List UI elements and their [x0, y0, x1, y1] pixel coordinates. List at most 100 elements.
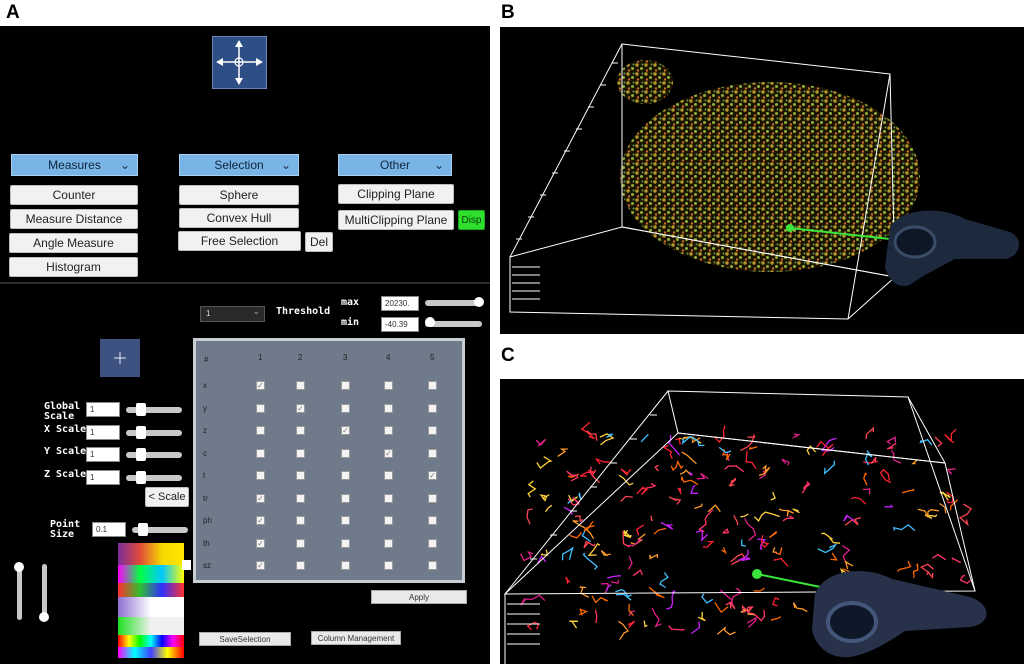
- threshold-max-field[interactable]: 20230.: [381, 296, 419, 311]
- multiclipping-plane-button[interactable]: MultiClipping Plane: [338, 210, 454, 230]
- colormap-palette[interactable]: [118, 543, 184, 658]
- grid-checkbox[interactable]: ✓: [384, 448, 393, 458]
- grid-checkbox[interactable]: [296, 516, 305, 525]
- grid-checkbox[interactable]: [384, 493, 393, 503]
- grid-checkbox[interactable]: [341, 493, 350, 503]
- grid-checkbox[interactable]: ✓: [341, 426, 350, 435]
- grid-checkbox[interactable]: [341, 381, 350, 390]
- z-scale-slider[interactable]: [126, 475, 182, 481]
- grid-checkbox[interactable]: [341, 516, 350, 525]
- colormap-swatch[interactable]: [118, 647, 184, 658]
- grid-checkbox[interactable]: [428, 381, 437, 390]
- grid-checkbox[interactable]: ✓: [256, 538, 265, 548]
- move-gizmo-icon[interactable]: [212, 36, 267, 89]
- grid-checkbox[interactable]: [428, 426, 437, 435]
- center-gizmo-icon[interactable]: [100, 339, 140, 377]
- grid-checkbox[interactable]: [384, 403, 393, 413]
- y-scale-slider-handle[interactable]: [136, 448, 146, 461]
- threshold-min-slider[interactable]: [425, 321, 482, 327]
- panel-b-3d-view[interactable]: [500, 27, 1024, 334]
- selection-dropdown[interactable]: Selection ⌄: [179, 154, 299, 176]
- grid-checkbox[interactable]: ✓: [428, 471, 437, 480]
- column-management-button[interactable]: Column Management: [311, 631, 401, 645]
- apply-scale-button[interactable]: < Scale: [145, 487, 189, 507]
- histogram-button[interactable]: Histogram: [9, 257, 138, 277]
- grid-checkbox[interactable]: [341, 471, 350, 480]
- colormap-swatch[interactable]: [118, 543, 184, 565]
- x-scale-field[interactable]: 1: [86, 425, 120, 440]
- grid-checkbox[interactable]: [296, 381, 305, 390]
- colormap-swatch[interactable]: [118, 583, 184, 597]
- convex-hull-button[interactable]: Convex Hull: [179, 208, 299, 228]
- vertical-slider-right[interactable]: [42, 564, 47, 620]
- global-scale-field[interactable]: 1: [86, 402, 120, 417]
- grid-checkbox[interactable]: [256, 403, 265, 413]
- vertical-slider-left-handle[interactable]: [14, 562, 24, 572]
- grid-checkbox[interactable]: [384, 471, 393, 480]
- grid-checkbox[interactable]: [428, 516, 437, 525]
- grid-checkbox[interactable]: [296, 561, 305, 570]
- angle-measure-button[interactable]: Angle Measure: [9, 233, 138, 253]
- grid-checkbox[interactable]: [256, 471, 265, 480]
- y-scale-slider[interactable]: [126, 452, 182, 458]
- grid-checkbox[interactable]: [296, 426, 305, 435]
- grid-checkbox[interactable]: ✓: [256, 381, 265, 390]
- point-size-field[interactable]: 0.1: [92, 522, 126, 537]
- grid-checkbox[interactable]: [296, 471, 305, 480]
- panel-c-3d-view[interactable]: [500, 379, 1024, 664]
- grid-checkbox[interactable]: ✓: [256, 516, 265, 525]
- grid-checkbox[interactable]: [428, 538, 437, 548]
- vertical-slider-left[interactable]: [17, 564, 22, 620]
- threshold-column-select[interactable]: 1 ⌄: [200, 306, 265, 322]
- grid-checkbox[interactable]: [296, 493, 305, 503]
- grid-checkbox[interactable]: [384, 561, 393, 570]
- measure-distance-button[interactable]: Measure Distance: [10, 209, 138, 229]
- colormap-swatch[interactable]: [118, 597, 184, 617]
- global-scale-slider[interactable]: [126, 407, 182, 413]
- other-dropdown[interactable]: Other ⌄: [338, 154, 452, 176]
- y-scale-field[interactable]: 1: [86, 447, 120, 462]
- threshold-min-field[interactable]: -40.39: [381, 317, 419, 332]
- x-scale-slider-handle[interactable]: [136, 426, 146, 439]
- apply-button[interactable]: Apply: [371, 590, 467, 604]
- x-scale-slider[interactable]: [126, 430, 182, 436]
- disp-button[interactable]: Disp: [458, 210, 485, 230]
- save-selection-button[interactable]: SaveSelection: [199, 632, 291, 646]
- grid-checkbox[interactable]: ✓: [256, 561, 265, 570]
- grid-checkbox[interactable]: [256, 448, 265, 458]
- grid-checkbox[interactable]: ✓: [296, 403, 305, 413]
- global-scale-slider-handle[interactable]: [136, 403, 146, 416]
- sphere-button[interactable]: Sphere: [179, 185, 299, 205]
- measures-dropdown[interactable]: Measures ⌄: [11, 154, 138, 176]
- grid-checkbox[interactable]: [341, 538, 350, 548]
- grid-checkbox[interactable]: [428, 448, 437, 458]
- grid-checkbox[interactable]: [384, 426, 393, 435]
- colormap-swatch[interactable]: [118, 617, 184, 635]
- point-size-slider-handle[interactable]: [138, 523, 148, 536]
- grid-checkbox[interactable]: [256, 426, 265, 435]
- grid-checkbox[interactable]: [296, 538, 305, 548]
- grid-checkbox[interactable]: [384, 516, 393, 525]
- z-scale-slider-handle[interactable]: [136, 471, 146, 484]
- grid-checkbox[interactable]: ✓: [256, 493, 265, 503]
- clipping-plane-button[interactable]: Clipping Plane: [338, 184, 454, 204]
- threshold-max-slider-handle[interactable]: [474, 297, 484, 307]
- grid-checkbox[interactable]: [428, 561, 437, 570]
- counter-button[interactable]: Counter: [10, 185, 138, 205]
- point-size-slider[interactable]: [132, 527, 188, 533]
- vertical-slider-right-handle[interactable]: [39, 612, 49, 622]
- grid-checkbox[interactable]: [296, 448, 305, 458]
- grid-checkbox[interactable]: [428, 403, 437, 413]
- colormap-swatch[interactable]: [118, 565, 184, 583]
- threshold-max-slider[interactable]: [425, 300, 482, 306]
- threshold-min-slider-handle[interactable]: [425, 317, 435, 327]
- grid-checkbox[interactable]: [384, 538, 393, 548]
- grid-checkbox[interactable]: [341, 403, 350, 413]
- colormap-selector-handle[interactable]: [182, 560, 191, 570]
- z-scale-field[interactable]: 1: [86, 470, 120, 485]
- colormap-swatch[interactable]: [118, 635, 184, 647]
- grid-checkbox[interactable]: [341, 448, 350, 458]
- grid-checkbox[interactable]: [384, 381, 393, 390]
- delete-selection-button[interactable]: Del: [305, 232, 333, 252]
- free-selection-button[interactable]: Free Selection: [178, 231, 301, 251]
